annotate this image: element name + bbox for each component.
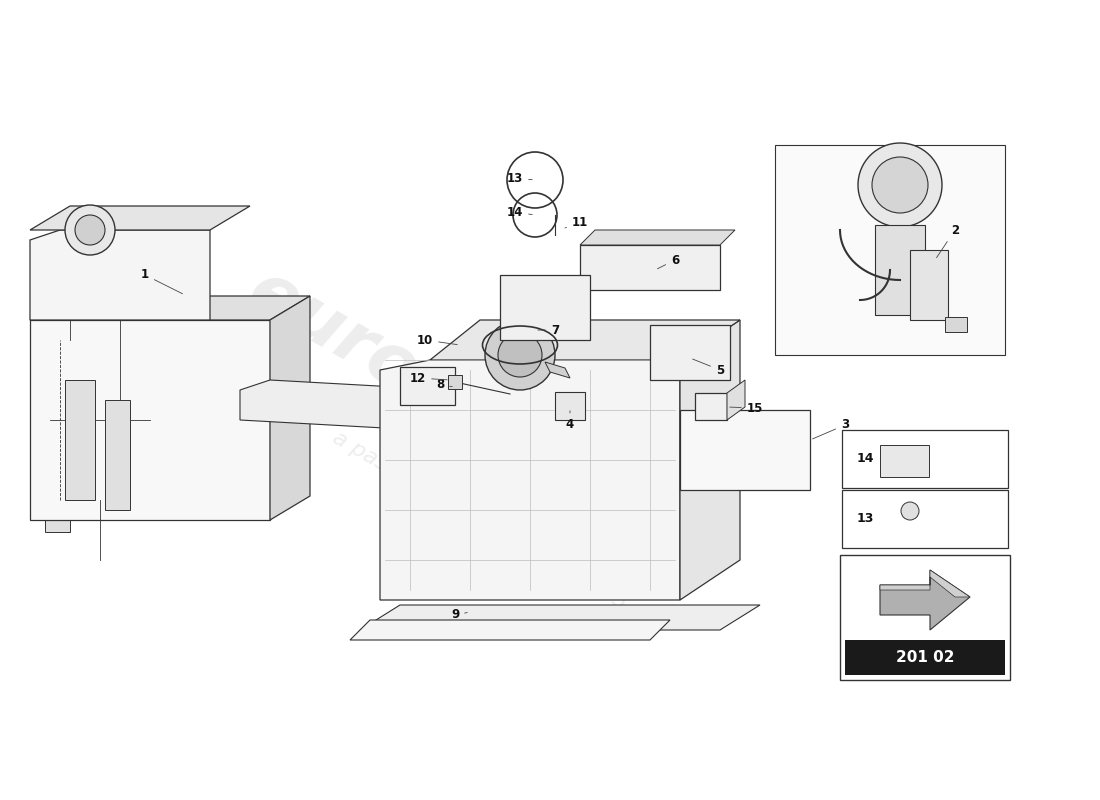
Text: 12: 12 xyxy=(410,371,448,385)
FancyBboxPatch shape xyxy=(580,245,720,290)
Circle shape xyxy=(858,143,942,227)
Polygon shape xyxy=(30,296,310,320)
FancyBboxPatch shape xyxy=(400,367,455,405)
Text: 201 02: 201 02 xyxy=(895,650,955,665)
Polygon shape xyxy=(65,380,95,500)
Text: 3: 3 xyxy=(813,418,849,439)
Polygon shape xyxy=(727,380,745,420)
Text: 6: 6 xyxy=(658,254,679,269)
Polygon shape xyxy=(880,570,970,597)
Circle shape xyxy=(75,215,104,245)
Circle shape xyxy=(65,205,116,255)
Polygon shape xyxy=(360,605,760,630)
Text: 2: 2 xyxy=(936,223,959,258)
Polygon shape xyxy=(30,230,210,320)
Text: 8: 8 xyxy=(436,378,452,391)
FancyBboxPatch shape xyxy=(842,430,1008,488)
FancyBboxPatch shape xyxy=(842,490,1008,548)
Polygon shape xyxy=(880,570,970,630)
Polygon shape xyxy=(580,230,735,245)
Circle shape xyxy=(872,157,928,213)
Text: 13: 13 xyxy=(507,171,532,185)
Text: a passion for parts since 1985: a passion for parts since 1985 xyxy=(329,427,630,613)
Polygon shape xyxy=(680,320,740,600)
FancyBboxPatch shape xyxy=(880,445,929,477)
Text: 11: 11 xyxy=(565,215,588,229)
Polygon shape xyxy=(544,362,570,378)
Text: 5: 5 xyxy=(693,359,724,377)
Text: 13: 13 xyxy=(856,513,873,526)
Bar xyxy=(945,317,967,332)
Text: 15: 15 xyxy=(729,402,763,414)
Text: eurospares: eurospares xyxy=(235,256,666,544)
FancyBboxPatch shape xyxy=(680,410,810,490)
Circle shape xyxy=(901,502,918,520)
Bar xyxy=(45,520,70,532)
Text: 14: 14 xyxy=(507,206,532,218)
Polygon shape xyxy=(30,320,270,520)
Bar xyxy=(874,225,925,315)
FancyBboxPatch shape xyxy=(556,392,585,420)
Text: 1: 1 xyxy=(141,269,183,294)
Circle shape xyxy=(498,333,542,377)
Text: 7: 7 xyxy=(538,323,559,337)
Bar xyxy=(448,375,462,389)
Text: 9: 9 xyxy=(451,609,468,622)
Polygon shape xyxy=(30,206,250,230)
Polygon shape xyxy=(350,620,670,640)
Text: 4: 4 xyxy=(565,410,574,431)
FancyBboxPatch shape xyxy=(650,325,730,380)
Polygon shape xyxy=(240,380,450,430)
Text: 10: 10 xyxy=(417,334,458,346)
Circle shape xyxy=(485,320,556,390)
Polygon shape xyxy=(379,360,680,600)
Polygon shape xyxy=(270,296,310,520)
FancyBboxPatch shape xyxy=(776,145,1005,355)
Polygon shape xyxy=(104,400,130,510)
Bar xyxy=(910,250,948,320)
FancyBboxPatch shape xyxy=(500,275,590,340)
FancyBboxPatch shape xyxy=(695,393,727,420)
FancyBboxPatch shape xyxy=(845,640,1005,675)
Polygon shape xyxy=(430,320,740,360)
FancyBboxPatch shape xyxy=(840,555,1010,680)
Text: 14: 14 xyxy=(856,453,873,466)
